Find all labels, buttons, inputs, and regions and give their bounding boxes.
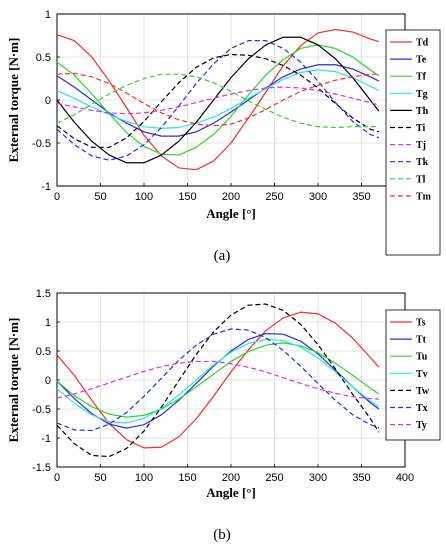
x-tick-label: 350 [352,191,370,203]
legend: Td Te Tf Tg Th Ti Tj Tk Tl Tm [385,29,441,256]
series-line-te [56,64,380,137]
x-tick-label: 150 [178,191,196,203]
series-line-ti [56,53,380,148]
legend-box [385,309,441,441]
legend-label-te: Te [416,55,427,66]
x-tick-label: 50 [94,472,106,484]
y-tick-label: 0.5 [36,346,51,358]
series-line-td [56,28,380,171]
y-tick-label: 1.5 [36,288,51,300]
series-line-tu [56,342,380,418]
legend-box [385,29,441,256]
legend-label-ty: Ty [416,420,427,431]
legend-label-tw: Tw [416,386,430,397]
y-tick-label: 0 [45,95,51,107]
x-tick-label: 50 [94,191,106,203]
x-tick-label: 150 [178,472,196,484]
legend-label-tu: Tu [416,352,428,363]
y-tick-label: 0.5 [36,52,51,64]
x-tick-label: 0 [54,472,60,484]
x-tick-label: 0 [54,191,60,203]
series-line-ts [56,311,380,449]
y-tick-label: 1 [45,317,51,329]
series-line-tk [56,40,380,161]
x-tick-label: 250 [265,191,283,203]
series-line-tg [56,69,380,129]
panel-label: (b) [213,527,231,543]
x-tick-label: 350 [352,472,370,484]
x-axis-label: Angle [°] [206,206,256,221]
legend-label-th: Th [416,106,429,117]
x-tick-label: 250 [265,472,283,484]
series-line-tw [56,303,380,458]
x-tick-label: 100 [135,191,153,203]
y-tick-label: -1.5 [32,462,51,474]
y-tick-label: -0.5 [32,138,51,150]
x-tick-label: 300 [309,191,327,203]
series-line-tj [56,86,380,115]
legend-label-ti: Ti [416,123,425,134]
series-line-tv [56,338,380,424]
x-tick-label: 200 [222,472,240,484]
legend-label-tl: Tl [416,174,426,185]
legend-label-tv: Tv [416,369,428,380]
panel-label: (a) [214,248,231,264]
y-tick-label: -1 [41,181,51,193]
series-line-tx [56,328,380,432]
legend-label-tx: Tx [416,403,428,414]
legend-label-tt: Tt [416,335,427,346]
legend: Ts Tt Tu Tv Tw Tx Ty [385,309,441,441]
x-tick-label: 400 [396,472,414,484]
legend-label-tg: Tg [416,89,428,100]
legend-label-td: Td [416,38,429,49]
legend-label-tk: Tk [416,157,429,168]
series-line-ty [56,360,379,400]
x-tick-label: 300 [309,472,327,484]
y-axis-label: External torque [N·m] [6,318,21,443]
y-tick-label: 0 [45,375,51,387]
legend-label-tf: Tf [416,72,427,83]
series-line-tl [56,73,379,129]
legend-label-tj: Tj [416,140,426,151]
series-line-tt [56,333,380,429]
x-tick-label: 200 [222,191,240,203]
series-line-th [56,36,380,164]
y-tick-label: -1 [41,433,51,445]
legend-label-ts: Ts [416,318,426,329]
chart-panel-b: 0 50 100 150 200 250 300 350 400 -1.5 -1 -0.5 0 0.5 1 1… [6,288,441,543]
y-tick-label: 1 [45,9,51,21]
legend-label-tm: Tm [416,191,432,202]
x-tick-label: 100 [135,472,153,484]
series-line-tm [56,72,379,127]
x-axis-label: Angle [°] [206,485,256,500]
y-tick-label: -0.5 [32,404,51,416]
y-axis-label: External torque [N·m] [6,38,21,163]
chart-panel-a: 050100150200250300350400-1-0.500.51Angle… [6,9,441,264]
